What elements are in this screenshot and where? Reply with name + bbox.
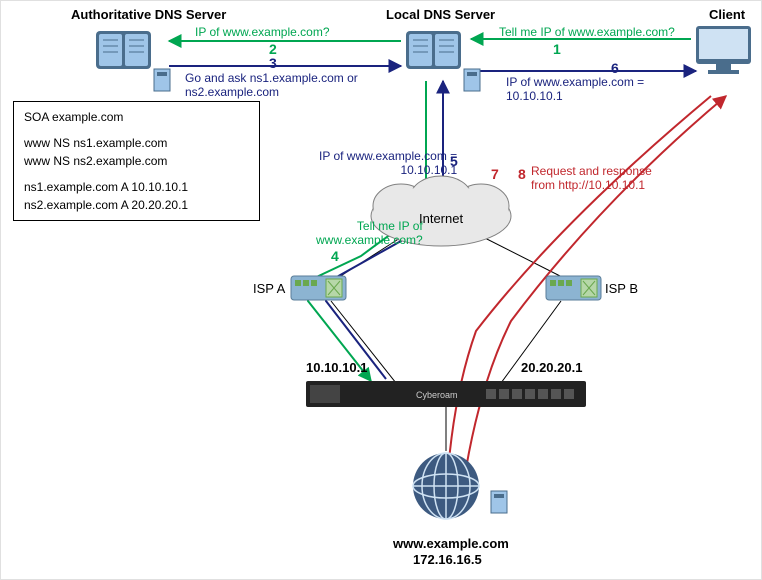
dns-record-line: ns1.example.com A 10.10.10.1 <box>24 178 249 196</box>
step-5-text: IP of www.example.com = 10.10.10.1 <box>319 149 457 177</box>
isp-b-switch-icon <box>546 276 601 300</box>
client-icon <box>696 26 751 74</box>
diagram-canvas: Cyberoam Authoritative DNS <box>0 0 762 580</box>
step-6-num: 6 <box>611 60 619 76</box>
auth-dns-icon <box>96 31 151 69</box>
isp-a-label: ISP A <box>253 281 285 296</box>
dns-record-line: www NS ns2.example.com <box>24 152 249 170</box>
webserver-ip: 172.16.16.5 <box>413 552 482 567</box>
appliance-icon: Cyberoam <box>306 381 586 407</box>
dns-records-box: SOA example.com www NS ns1.example.com w… <box>13 101 260 221</box>
local-dns-title: Local DNS Server <box>386 7 495 22</box>
diagram-svg: Cyberoam <box>1 1 762 580</box>
dns-record-line: ns2.example.com A 20.20.20.1 <box>24 196 249 214</box>
isp-a-switch-icon <box>291 276 346 300</box>
client-title: Client <box>709 7 745 22</box>
local-dns-icon <box>406 31 461 69</box>
step-1-num: 1 <box>553 41 561 57</box>
step-2-text: IP of www.example.com? <box>195 25 330 39</box>
webserver-name: www.example.com <box>393 536 509 551</box>
step-4-num: 4 <box>331 248 339 264</box>
step-1-text: Tell me IP of www.example.com? <box>499 25 675 39</box>
ip-a-label: 10.10.10.1 <box>306 360 367 375</box>
step-4-text: Tell me IP of www.example.com? <box>316 219 423 247</box>
auth-dns-title: Authoritative DNS Server <box>71 7 226 22</box>
svg-text:Cyberoam: Cyberoam <box>416 390 458 400</box>
step-8-num: 8 <box>518 166 526 182</box>
step-3-text: Go and ask ns1.example.com or ns2.exampl… <box>185 71 358 99</box>
isp-b-label: ISP B <box>605 281 638 296</box>
ip-b-label: 20.20.20.1 <box>521 360 582 375</box>
step-6-text: IP of www.example.com = 10.10.10.1 <box>506 75 644 103</box>
step-3-num: 3 <box>269 55 277 71</box>
dns-record-line: www NS ns1.example.com <box>24 134 249 152</box>
web-server-globe-icon <box>413 453 479 519</box>
step-7-num: 7 <box>491 166 499 182</box>
dns-record-line: SOA example.com <box>24 108 249 126</box>
internet-label: Internet <box>419 211 463 226</box>
step-8-text: Request and response from http://10.10.1… <box>531 164 652 192</box>
